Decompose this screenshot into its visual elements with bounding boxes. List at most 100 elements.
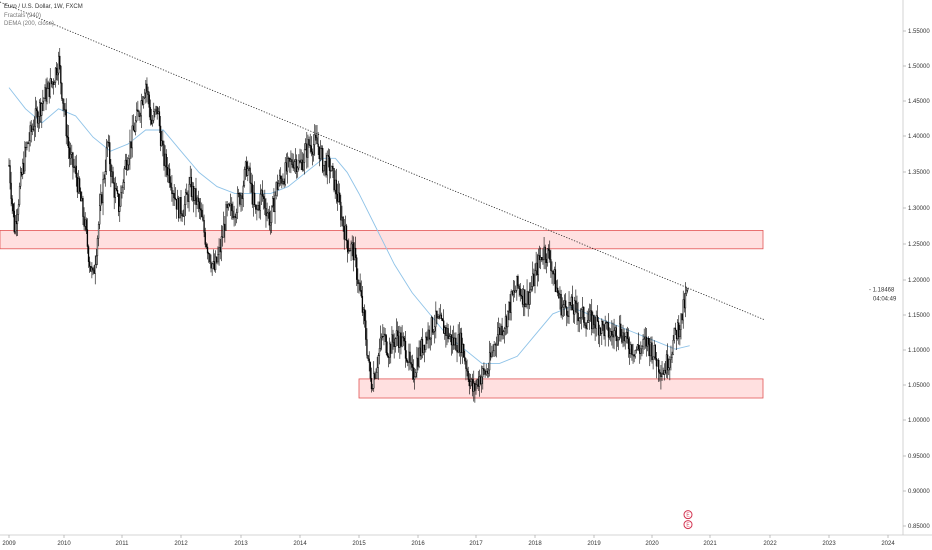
candle-body[interactable] — [467, 370, 469, 380]
event-marker[interactable]: E — [683, 510, 693, 520]
candle-body[interactable] — [206, 246, 209, 254]
candle-body[interactable] — [613, 330, 615, 338]
candle-body[interactable] — [116, 190, 119, 195]
candle-body[interactable] — [226, 204, 228, 209]
candle-body[interactable] — [349, 250, 351, 252]
symbol-title[interactable]: Euro / U.S. Dollar, 1W, FXCM — [4, 4, 83, 10]
candle-body[interactable] — [519, 288, 521, 296]
candle-body[interactable] — [615, 327, 617, 342]
candle-body[interactable] — [650, 342, 652, 357]
candle-body[interactable] — [385, 335, 387, 353]
candle-body[interactable] — [289, 157, 291, 162]
candle-body[interactable] — [483, 368, 485, 371]
candle-body[interactable] — [627, 338, 630, 350]
candle-body[interactable] — [682, 299, 684, 321]
candle-body[interactable] — [491, 351, 493, 357]
candle-body[interactable] — [324, 160, 326, 166]
candle-body[interactable] — [148, 94, 150, 108]
candle-body[interactable] — [320, 147, 323, 149]
support-resistance-zone[interactable] — [358, 378, 764, 399]
candle-body[interactable] — [606, 322, 609, 324]
candle-body[interactable] — [680, 313, 682, 330]
candle-body[interactable] — [364, 309, 366, 321]
candle-body[interactable] — [165, 153, 167, 168]
candle-body[interactable] — [348, 250, 350, 253]
candle-body[interactable] — [225, 204, 227, 231]
candle-body[interactable] — [601, 321, 603, 334]
candle-body[interactable] — [174, 197, 176, 200]
candle-body[interactable] — [10, 182, 12, 199]
candle-body[interactable] — [138, 111, 140, 117]
candle-body[interactable] — [204, 232, 206, 245]
time-axis[interactable]: 2009 2010 2011 2012 2013 2014 2015 2016 2017 2018… — [0, 534, 932, 547]
candle-body[interactable] — [179, 197, 181, 219]
candle-body[interactable] — [137, 109, 139, 112]
candle-body[interactable] — [106, 142, 109, 149]
candle-body[interactable] — [431, 317, 434, 333]
candle-body[interactable] — [67, 137, 70, 148]
candle-body[interactable] — [684, 293, 687, 309]
candle-body[interactable] — [180, 197, 182, 214]
event-marker-icon[interactable] — [683, 520, 693, 530]
candle-body[interactable] — [242, 185, 244, 199]
candle-body[interactable] — [602, 321, 604, 326]
candle-body[interactable] — [430, 317, 433, 339]
candle-body[interactable] — [563, 300, 566, 305]
candle-body[interactable] — [105, 147, 108, 172]
candle-body[interactable] — [172, 192, 174, 195]
candle-body[interactable] — [586, 322, 588, 329]
candle-body[interactable] — [487, 369, 490, 374]
candle-body[interactable] — [382, 336, 384, 338]
candle-body[interactable] — [520, 294, 523, 297]
candle-body[interactable] — [326, 154, 328, 176]
candle-body[interactable] — [673, 327, 675, 341]
candle-body[interactable] — [654, 345, 656, 359]
candle-body[interactable] — [103, 178, 105, 180]
candle-body[interactable] — [104, 171, 106, 180]
candle-body[interactable] — [114, 188, 116, 198]
candle-body[interactable] — [221, 236, 224, 238]
candle-body[interactable] — [344, 225, 347, 240]
candle-body[interactable] — [15, 220, 18, 225]
candle-body[interactable] — [74, 165, 76, 168]
candle-body[interactable] — [34, 108, 37, 127]
candle-body[interactable] — [524, 289, 526, 308]
candle-body[interactable] — [379, 337, 382, 349]
candle-body[interactable] — [579, 317, 582, 319]
candle-body[interactable] — [500, 325, 502, 335]
candle-body[interactable] — [267, 211, 269, 214]
candle-body[interactable] — [93, 269, 95, 274]
candle-body[interactable] — [23, 162, 25, 172]
candle-body[interactable] — [460, 332, 463, 353]
candle-body[interactable] — [608, 335, 611, 338]
candle-body[interactable] — [551, 270, 553, 272]
candle-body[interactable] — [208, 252, 210, 255]
candle-body[interactable] — [336, 193, 339, 202]
candle-body[interactable] — [49, 78, 51, 97]
candle-body[interactable] — [438, 316, 440, 319]
candle-body[interactable] — [545, 259, 547, 264]
candle-body[interactable] — [411, 363, 413, 368]
candle-body[interactable] — [17, 204, 20, 215]
candle-body[interactable] — [503, 328, 506, 332]
candle-body[interactable] — [84, 219, 86, 227]
candle-body[interactable] — [468, 379, 470, 387]
candle-body[interactable] — [392, 334, 394, 343]
candle-body[interactable] — [428, 329, 430, 340]
candle-body[interactable] — [184, 192, 187, 206]
candle-body[interactable] — [186, 192, 188, 195]
candle-body[interactable] — [50, 78, 52, 85]
candle-body[interactable] — [669, 359, 671, 368]
candle-body[interactable] — [238, 193, 240, 195]
candle-body[interactable] — [375, 372, 377, 379]
candle-body[interactable] — [140, 100, 142, 117]
candle-body[interactable] — [660, 373, 662, 378]
candle-body[interactable] — [187, 194, 189, 202]
candle-body[interactable] — [261, 190, 264, 197]
candle-body[interactable] — [444, 327, 446, 334]
candle-body[interactable] — [665, 354, 668, 374]
candle-body[interactable] — [263, 196, 265, 199]
candle-body[interactable] — [312, 144, 315, 155]
chart-plot-area[interactable]: EE — [0, 1, 766, 530]
candle-body[interactable] — [331, 165, 333, 172]
